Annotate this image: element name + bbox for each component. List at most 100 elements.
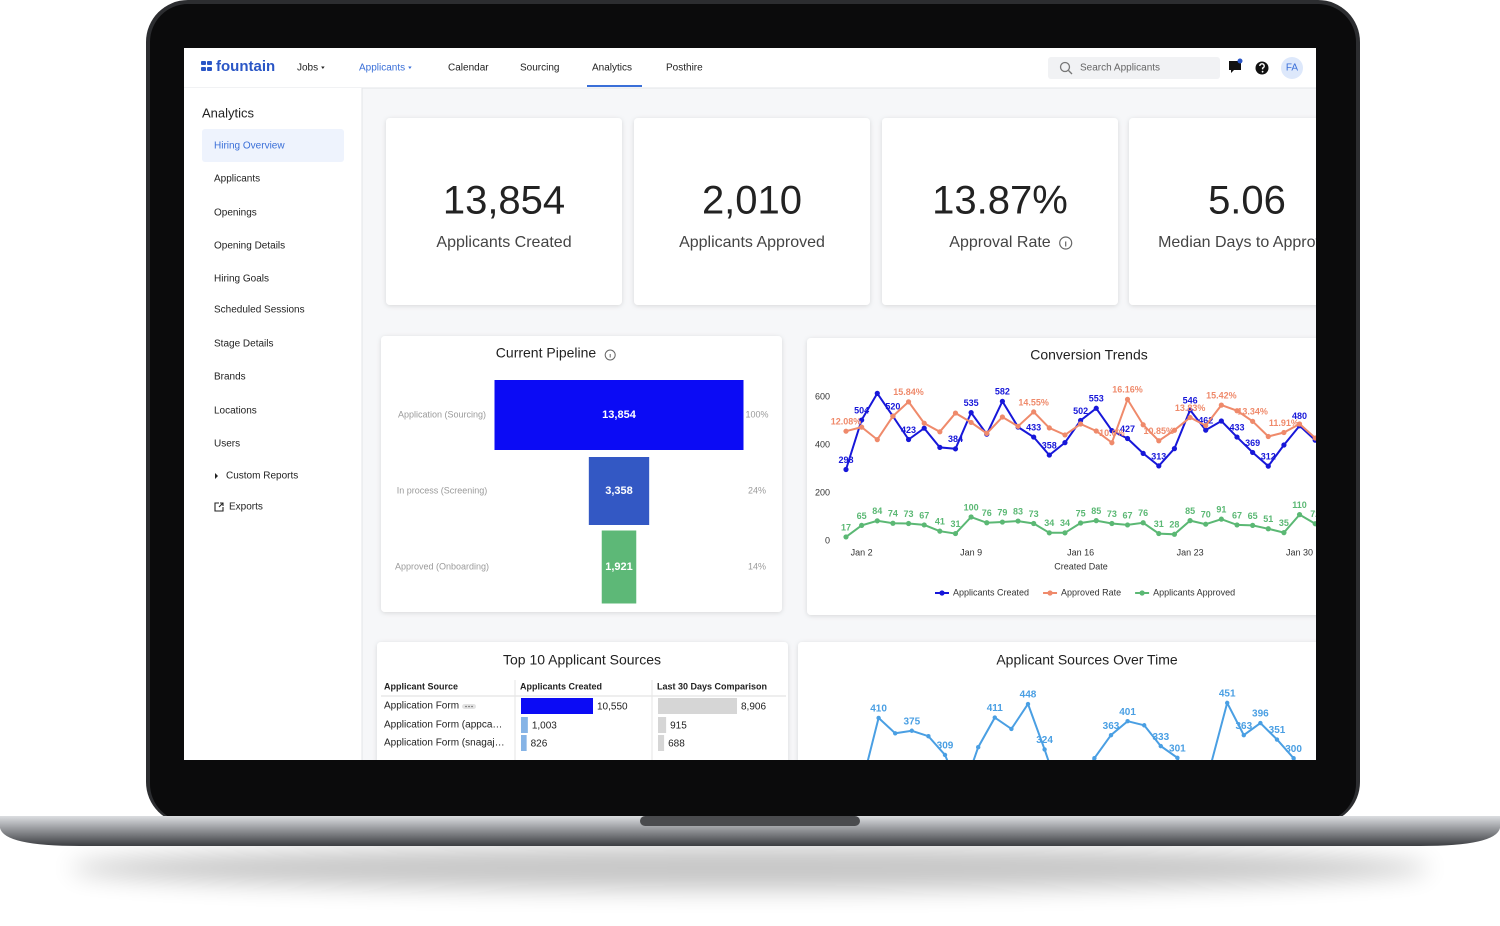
funnel-bar — [588, 457, 650, 525]
point — [1225, 700, 1230, 706]
legend-label[interactable]: Applicants Approved — [1153, 587, 1235, 597]
legend-label[interactable]: Approved Rate — [1061, 587, 1121, 597]
point — [1187, 518, 1193, 524]
data-label: 73 — [904, 509, 914, 519]
kpi-label: Approval Rate — [949, 234, 1050, 251]
point — [1203, 427, 1209, 433]
point — [1156, 530, 1162, 537]
point — [843, 534, 849, 540]
data-label: 535 — [964, 398, 979, 408]
data-label: 504 — [854, 405, 869, 415]
sidebar-item[interactable]: Hiring Goals — [214, 274, 269, 285]
nav-item[interactable]: Applicants — [359, 63, 405, 74]
data-label: 67 — [919, 510, 929, 520]
point — [999, 414, 1006, 420]
point — [1296, 511, 1303, 518]
sidebar-item[interactable]: Applicants — [214, 174, 260, 185]
nav-item[interactable]: Sourcing — [520, 63, 559, 74]
point — [1265, 463, 1271, 469]
avatar-initials: FA — [1286, 63, 1299, 74]
point — [1218, 402, 1224, 408]
data-label: 312 — [1261, 451, 1276, 461]
point — [1109, 520, 1115, 527]
point — [1046, 425, 1052, 431]
kpi-value: 13.87% — [932, 179, 1068, 223]
series-line — [866, 700, 1296, 760]
kpi-label: Median Days to Approval — [1158, 234, 1336, 251]
data-label: 358 — [1042, 440, 1057, 450]
sidebar-item[interactable]: Locations — [214, 406, 257, 417]
table-bar — [658, 698, 737, 714]
kpi-value: 2,010 — [702, 179, 802, 223]
export-icon — [214, 502, 224, 512]
data-label: 298 — [838, 455, 853, 465]
data-label: 309 — [937, 741, 954, 752]
point — [1218, 516, 1224, 522]
table-value: 915 — [670, 721, 687, 732]
funnel-value: 13,854 — [602, 409, 637, 421]
point — [1092, 756, 1097, 760]
data-label: 13.34% — [1237, 407, 1268, 417]
search-icon — [1059, 61, 1071, 73]
sidebar-item[interactable]: Exports — [229, 502, 263, 513]
legend-label[interactable]: Applicants Created — [953, 587, 1029, 597]
table-header: Applicant Source — [384, 681, 458, 691]
sidebar-item[interactable]: Scheduled Sessions — [214, 305, 305, 316]
point — [1203, 422, 1209, 429]
data-label: 28 — [1169, 520, 1179, 530]
notch — [640, 816, 860, 826]
sidebar-item[interactable]: Users — [214, 439, 240, 450]
sidebar-item[interactable]: Opening Details — [214, 241, 285, 252]
data-label: 10.85% — [1144, 426, 1175, 436]
point — [1156, 438, 1162, 444]
card — [882, 118, 1118, 305]
sidebar-item[interactable]: Stage Details — [214, 339, 273, 350]
card — [798, 642, 1316, 760]
data-label: 110 — [1292, 500, 1307, 510]
data-label: 31 — [1154, 519, 1164, 529]
nav-item[interactable]: Analytics — [592, 63, 632, 74]
point — [1062, 440, 1068, 446]
point — [999, 519, 1006, 525]
avatar[interactable] — [1281, 57, 1303, 79]
point — [1218, 418, 1224, 424]
data-label: 34 — [1060, 518, 1070, 528]
sidebar-item[interactable]: Custom Reports — [226, 471, 298, 482]
data-label: 324 — [1036, 735, 1053, 746]
sidebar-item[interactable]: Brands — [214, 372, 246, 383]
data-label: 73 — [1107, 509, 1117, 519]
point — [905, 399, 912, 405]
point — [843, 428, 849, 434]
logo-icon — [201, 61, 212, 71]
y-tick-label: 600 — [815, 391, 830, 401]
sidebar-item[interactable]: Openings — [214, 208, 257, 219]
x-tick-label: Jan 2 — [851, 547, 873, 557]
data-label: 31 — [950, 519, 960, 529]
table-bar — [521, 717, 528, 733]
data-label: 65 — [1248, 511, 1258, 521]
point — [1250, 449, 1256, 456]
point — [1078, 421, 1084, 427]
nav-item[interactable]: Jobs — [297, 63, 318, 74]
table-bar — [658, 735, 665, 751]
point — [1046, 530, 1052, 536]
data-label: 369 — [1245, 438, 1260, 448]
point — [926, 734, 931, 739]
data-label: 423 — [901, 425, 916, 435]
table-header: Applicants Created — [520, 681, 602, 691]
point — [1203, 521, 1209, 527]
more-chip-dot — [468, 705, 470, 708]
logo[interactable]: fountain — [216, 58, 275, 75]
nav-item[interactable]: Posthire — [666, 63, 703, 74]
point — [874, 518, 880, 524]
data-label: 300 — [1285, 744, 1302, 755]
data-label: 70 — [1201, 510, 1211, 520]
chat-icon[interactable] — [1229, 61, 1241, 73]
point — [968, 514, 974, 520]
search-box[interactable] — [1048, 57, 1220, 79]
data-label: 14.55% — [1018, 397, 1049, 407]
point — [1093, 405, 1099, 411]
sidebar-item[interactable]: Hiring Overview — [214, 141, 285, 152]
nav-item[interactable]: Calendar — [448, 63, 489, 74]
